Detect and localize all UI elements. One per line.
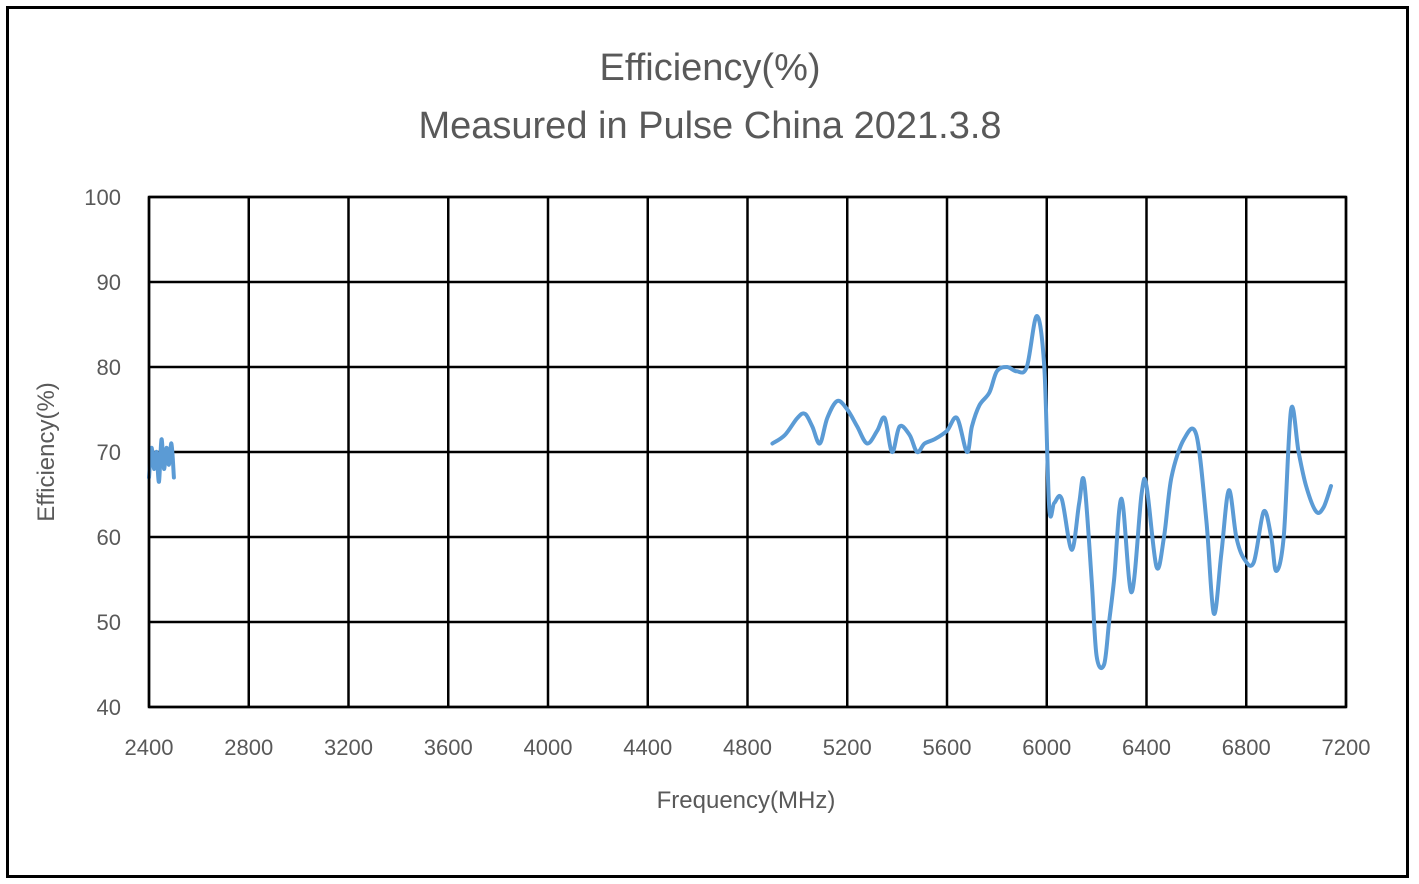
x-tick-label: 5600 xyxy=(923,735,972,760)
series-line-segment xyxy=(147,437,176,484)
grid-lines xyxy=(147,195,1348,709)
chart-title: Efficiency(%) xyxy=(599,47,820,89)
y-tick-label: 60 xyxy=(97,525,121,550)
x-tick-label: 4400 xyxy=(623,735,672,760)
y-axis-title: Efficiency(%) xyxy=(33,382,60,522)
x-tick-label: 6000 xyxy=(1022,735,1071,760)
y-tick-label: 50 xyxy=(97,610,121,635)
x-tick-label: 6800 xyxy=(1222,735,1271,760)
series-group xyxy=(147,314,1333,671)
x-tick-label: 3200 xyxy=(324,735,373,760)
x-tick-label: 2400 xyxy=(125,735,174,760)
y-tick-labels: 40 50 60 70 80 90 100 xyxy=(84,185,121,720)
series-line-segment xyxy=(770,314,1333,671)
x-tick-label: 3600 xyxy=(424,735,473,760)
y-tick-label: 100 xyxy=(84,185,121,210)
x-axis-title: Frequency(MHz) xyxy=(657,787,836,814)
y-tick-label: 40 xyxy=(97,695,121,720)
chart-subtitle: Measured in Pulse China 2021.3.8 xyxy=(418,105,1001,147)
x-tick-labels: 2400 2800 3200 3600 4000 4400 4800 5200 5600 6000… xyxy=(125,735,1371,760)
y-tick-label: 80 xyxy=(97,355,121,380)
y-tick-label: 90 xyxy=(97,270,121,295)
x-tick-label: 4000 xyxy=(524,735,573,760)
x-tick-label: 4800 xyxy=(723,735,772,760)
x-tick-label: 2800 xyxy=(224,735,273,760)
x-tick-label: 6400 xyxy=(1122,735,1171,760)
y-tick-label: 70 xyxy=(97,440,121,465)
plot-area-border xyxy=(147,195,1348,709)
x-tick-label: 7200 xyxy=(1322,735,1371,760)
x-tick-label: 5200 xyxy=(823,735,872,760)
chart-frame xyxy=(6,6,1409,878)
